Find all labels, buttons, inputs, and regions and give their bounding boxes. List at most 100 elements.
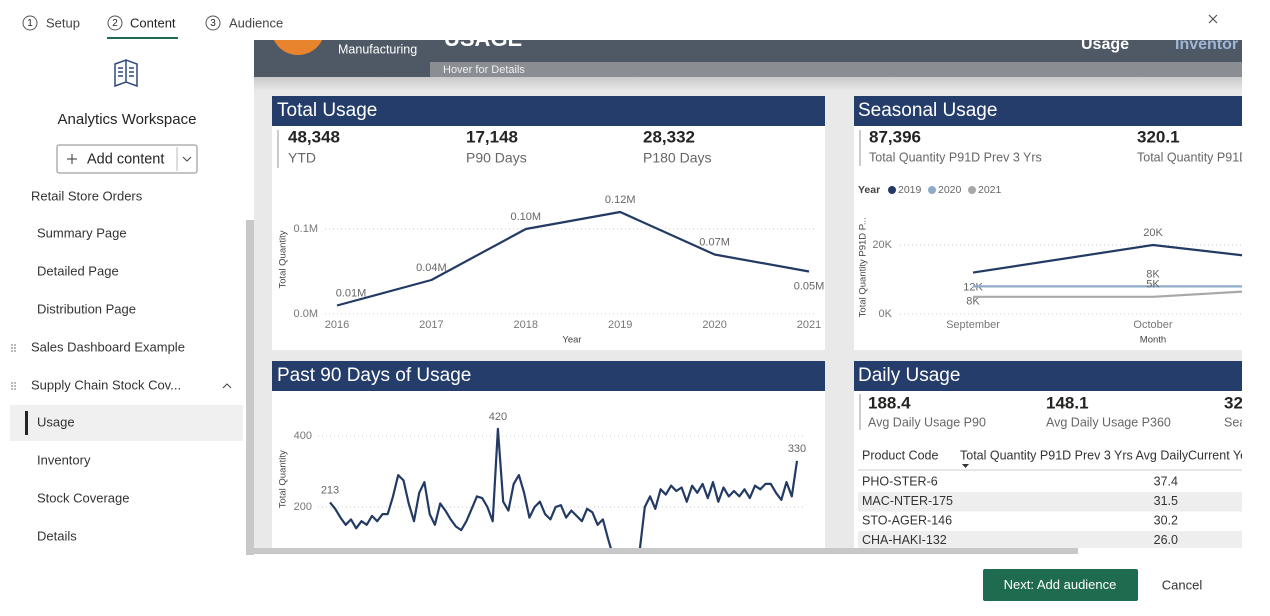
add-content-button[interactable]: Add content — [56, 144, 198, 174]
legend-swatch — [928, 186, 936, 194]
data-label: 0.04M — [416, 262, 447, 274]
step[interactable]: 3 Audience — [205, 15, 283, 31]
kpi-label: Avg Daily Usage P360 — [1046, 415, 1171, 429]
series-line — [972, 243, 1242, 274]
y-axis-title: Total Quantity — [278, 230, 289, 288]
chevron-icon — [182, 156, 192, 162]
nav-item[interactable]: Details — [37, 528, 77, 543]
card-title: Daily Usage — [858, 365, 960, 386]
step-number: 1 — [27, 18, 33, 29]
card-header — [272, 96, 825, 126]
x-tick-label: 2021 — [797, 319, 821, 331]
data-label: 213 — [321, 484, 339, 496]
workspace-icon — [114, 59, 138, 88]
button-frame — [56, 144, 198, 174]
step-label: Audience — [229, 15, 283, 30]
y-tick-label: 400 — [294, 430, 312, 442]
x-tick-label: October — [1133, 319, 1172, 331]
hint-strip — [430, 62, 1242, 77]
kpi-label: Total Quantity P91D — [1137, 150, 1248, 164]
card-title: Past 90 Days of Usage — [277, 365, 471, 386]
step-underline — [107, 37, 178, 39]
table-cell: CHA-HAKI-132 — [862, 533, 947, 547]
icon-shape — [118, 67, 134, 77]
nav-item[interactable]: Stock Coverage — [37, 490, 130, 505]
kpi-value: 28,332 — [643, 127, 695, 146]
card: Daily Usage 188.4 Avg Daily Usage P90 148.… — [854, 361, 1247, 548]
card: Past 90 Days of Usage 200 400 Total Quanti… — [272, 361, 825, 548]
logo — [273, 40, 323, 55]
data-label: 0.05M — [794, 280, 825, 292]
data-label: 0.12M — [605, 194, 636, 206]
x-axis-title: Month — [1140, 335, 1166, 346]
button-bg — [983, 569, 1138, 601]
next-button[interactable]: Next: Add audience — [983, 569, 1138, 601]
data-label: 8K — [966, 295, 980, 307]
x-axis-title: Year — [562, 335, 581, 346]
kpi-label: Sea — [1224, 415, 1246, 429]
table-cell: STO-AGER-146 — [862, 513, 952, 527]
step-circle — [22, 15, 38, 31]
nav-item[interactable]: Inventory — [37, 452, 91, 467]
report-tab[interactable]: Inventor — [1175, 36, 1238, 53]
card: Seasonal Usage 87,396 Total Quantity P91D… — [854, 96, 1248, 350]
data-label: 420 — [489, 411, 507, 423]
table-cell: PHO-STER-6 — [862, 474, 938, 488]
card-bg — [854, 96, 1242, 350]
card: Total Usage 48,348 YTD 17,148 P90 Days 28,33… — [272, 96, 825, 350]
horizontal-scrollbar[interactable] — [254, 548, 1078, 554]
card-header — [272, 361, 825, 391]
x-tick-label: 2019 — [608, 319, 632, 331]
card-bg — [272, 96, 825, 350]
page-title: USAGE — [444, 26, 522, 51]
x-tick-label: 2018 — [514, 319, 538, 331]
nav-item[interactable]: Usage — [37, 414, 75, 429]
table-header: Current Ye — [1188, 448, 1247, 462]
x-tick-label: 2017 — [419, 319, 443, 331]
table-cell: MAC-NTER-175 — [862, 494, 953, 508]
nav-item[interactable]: Summary Page — [37, 225, 127, 240]
card-header — [854, 96, 1242, 126]
close-button[interactable] — [1208, 14, 1218, 24]
nav-item[interactable]: Detailed Page — [37, 263, 119, 278]
legend-label: 2020 — [938, 184, 962, 196]
x-tick-label: September — [946, 319, 1000, 331]
selected-bg — [10, 405, 243, 441]
nav-item[interactable]: Supply Chain Stock Cov... — [31, 377, 181, 392]
report-tab[interactable]: Usage — [1081, 36, 1129, 53]
company-name: Manufacturing — [338, 42, 417, 56]
collapse-icon[interactable] — [222, 383, 232, 389]
step-circle — [205, 15, 221, 31]
data-label: 5K — [1146, 279, 1160, 291]
y-tick-label: 0.1M — [294, 223, 318, 235]
hint-text: Hover for Details — [443, 64, 525, 76]
cancel-button[interactable]: Cancel — [1162, 577, 1203, 592]
series-line — [329, 427, 799, 548]
kpi-value: 17,148 — [466, 127, 518, 146]
table-header: Product Code — [862, 448, 938, 462]
report: Manufacturing USAGE Hover for Details Us… — [254, 26, 1248, 548]
sort-icon[interactable] — [962, 464, 969, 468]
x-tick-label: 2020 — [702, 319, 726, 331]
nav-item[interactable]: Sales Dashboard Example — [31, 339, 185, 354]
legend-swatch — [888, 186, 896, 194]
y-tick-label: 20K — [872, 239, 892, 251]
step[interactable]: 2 Content — [107, 15, 178, 39]
step-circle — [107, 15, 123, 31]
series-line — [973, 290, 1242, 298]
kpi-label: P180 Days — [643, 150, 711, 166]
table-cell: 26.0 — [1154, 533, 1178, 547]
data-label: 12K — [963, 282, 983, 294]
vertical-scrollbar[interactable] — [246, 220, 254, 555]
nav-item[interactable]: Distribution Page — [37, 301, 136, 316]
legend-swatch — [968, 186, 976, 194]
kpi-label: P90 Days — [466, 150, 527, 166]
step[interactable]: 1 Setup — [22, 15, 80, 31]
legend-label: 2019 — [898, 184, 922, 196]
kpi-value: 188.4 — [868, 393, 911, 412]
nav-item[interactable]: Retail Store Orders — [31, 188, 143, 203]
data-label: 8K — [1146, 268, 1160, 280]
